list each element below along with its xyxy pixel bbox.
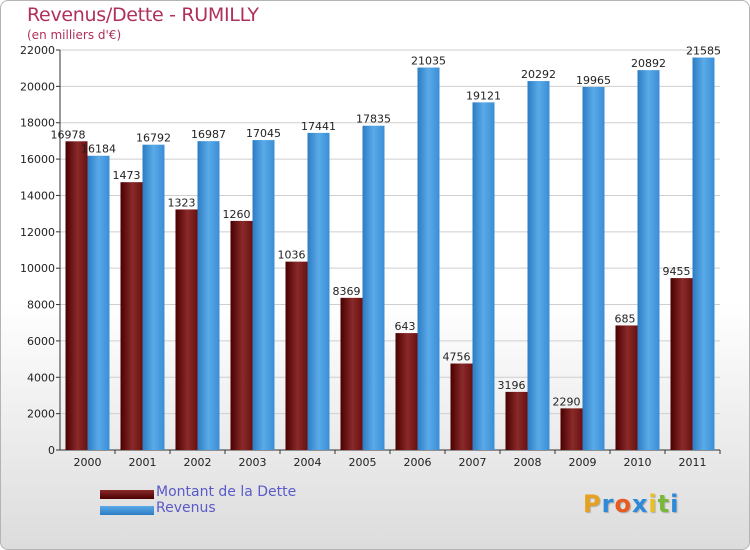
bar-revenus [197, 141, 220, 451]
y-tick-label: 2000 [27, 408, 55, 421]
bar-revenus [527, 81, 550, 451]
y-tick-label: 18000 [20, 117, 55, 130]
bar-revenus [87, 155, 110, 450]
y-tick-label: 20000 [20, 80, 55, 93]
bar-dette [505, 391, 528, 450]
bar-revenus [252, 140, 275, 450]
x-tick-label: 2010 [624, 456, 652, 469]
y-tick-label: 4000 [27, 371, 55, 384]
x-tick-label: 2000 [74, 456, 102, 469]
data-label-dette: 643 [395, 320, 416, 333]
bar-revenus [582, 87, 605, 450]
data-label-revenus: 20892 [631, 57, 666, 70]
proxiti-logo: Proxiti [583, 490, 679, 518]
y-tick-label: 10000 [20, 262, 55, 275]
data-label-dette: 4756 [443, 351, 471, 364]
y-tick-label: 6000 [27, 335, 55, 348]
data-label-revenus: 16184 [81, 143, 116, 156]
data-label-revenus: 20292 [521, 68, 556, 81]
bar-revenus [692, 57, 715, 450]
bar-dette [560, 408, 583, 450]
y-tick-label: 16000 [20, 153, 55, 166]
data-label-dette: 1260 [223, 208, 251, 221]
data-label-revenus: 17441 [301, 120, 336, 133]
bar-revenus [417, 67, 440, 450]
data-label-dette: 1473 [113, 169, 141, 182]
y-tick-label: 22000 [20, 44, 55, 57]
x-tick-label: 2009 [569, 456, 597, 469]
data-label-revenus: 16792 [136, 132, 171, 145]
bar-revenus [637, 70, 660, 451]
chart-subtitle: (en milliers d'€) [27, 28, 122, 42]
legend-label-revenus: Revenus [156, 500, 216, 516]
x-tick-label: 2005 [349, 456, 377, 469]
data-label-revenus: 16987 [191, 128, 226, 141]
data-label-dette: 16978 [51, 128, 86, 141]
x-tick-label: 2003 [239, 456, 267, 469]
data-label-dette: 1036 [278, 249, 306, 262]
x-tick-label: 2006 [404, 456, 432, 469]
y-tick-label: 8000 [27, 299, 55, 312]
logo-letter: r [601, 490, 615, 518]
bar-dette [175, 209, 198, 450]
bars [65, 57, 715, 451]
logo-letter: i [670, 490, 680, 518]
x-tick-label: 2007 [459, 456, 487, 469]
data-labels: 16978 16184 1473 16792 1323 16987 1260 17045 103… [51, 45, 722, 409]
x-tick-label: 2004 [294, 456, 322, 469]
data-label-revenus: 19965 [576, 74, 611, 87]
bar-dette [285, 261, 308, 450]
y-tick-label: 0 [48, 444, 55, 457]
bar-dette [395, 333, 418, 450]
logo-letter: x [631, 490, 649, 518]
logo-letter: i [648, 490, 658, 518]
y-tick-label: 14000 [20, 189, 55, 202]
data-label-dette: 2290 [553, 395, 581, 408]
data-label-dette: 1323 [168, 196, 196, 209]
data-label-revenus: 21035 [411, 55, 446, 68]
bar-dette [340, 297, 363, 450]
data-label-dette: 9455 [663, 265, 691, 278]
data-label-dette: 8369 [333, 285, 361, 298]
data-label-dette: 3196 [498, 379, 526, 392]
logo-letter: t [657, 490, 671, 518]
bar-dette [670, 278, 693, 450]
chart-title: Revenus/Dette - RUMILLY [27, 4, 259, 26]
axes: 0 2000 4000 6000 8000 10000 12000 14000 16000 180… [20, 44, 721, 469]
bar-revenus [307, 132, 330, 450]
bar-dette [230, 220, 253, 450]
legend-swatch-dette [100, 490, 154, 499]
data-label-revenus: 21585 [686, 45, 721, 58]
data-label-revenus: 19121 [466, 89, 501, 102]
logo-letter: P [583, 490, 602, 518]
y-tick-label: 12000 [20, 226, 55, 239]
x-tick-label: 2002 [184, 456, 212, 469]
bar-dette [450, 363, 473, 450]
legend-label-dette: Montant de la Dette [156, 484, 297, 500]
legend-swatch-revenus [100, 506, 154, 515]
bar-dette [65, 141, 88, 451]
bar-revenus [142, 144, 165, 450]
data-label-revenus: 17835 [356, 113, 391, 126]
bar-dette [615, 325, 638, 450]
x-tick-label: 2011 [679, 456, 707, 469]
bar-dette [120, 182, 143, 450]
bar-revenus [362, 125, 385, 451]
logo-letter: o [614, 490, 632, 518]
grid-lines [60, 49, 720, 415]
data-label-revenus: 17045 [246, 127, 281, 140]
data-label-dette: 685 [615, 312, 636, 325]
bar-revenus [472, 102, 495, 450]
x-tick-label: 2001 [129, 456, 157, 469]
x-tick-label: 2008 [514, 456, 542, 469]
